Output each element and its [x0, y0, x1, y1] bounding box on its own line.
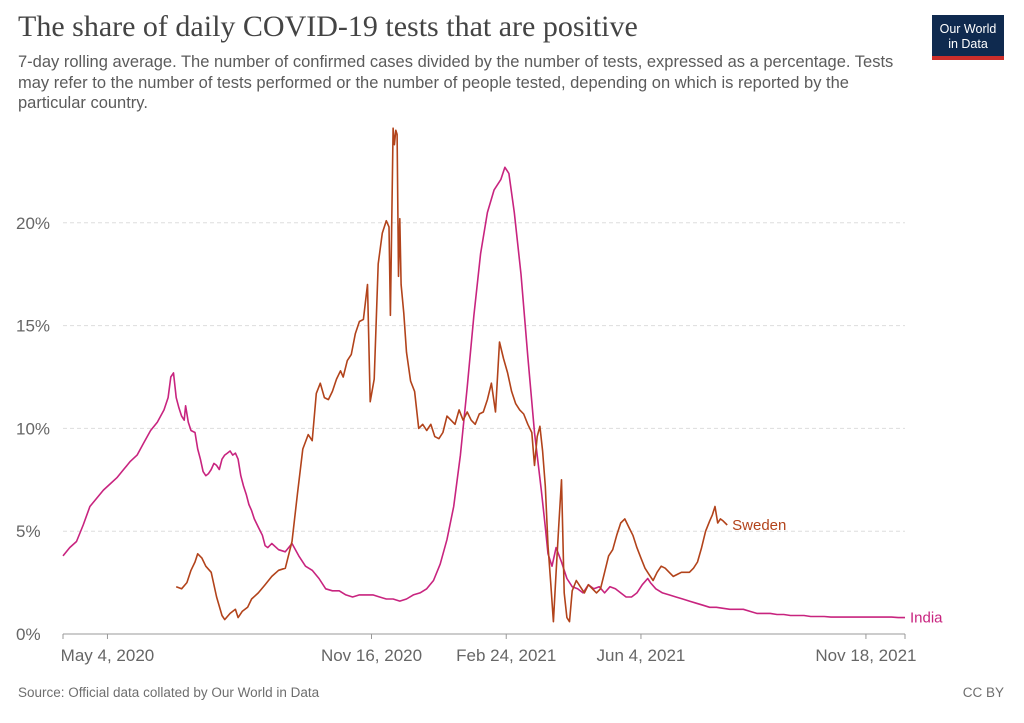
series-line-india[interactable] — [62, 166, 905, 619]
logo-line-2: in Data — [948, 37, 988, 51]
logo-line-1: Our World — [939, 22, 997, 36]
y-tick-label: 20% — [16, 214, 50, 233]
owid-logo[interactable]: Our World in Data — [932, 15, 1004, 60]
series-label-sweden[interactable]: Sweden — [732, 517, 786, 534]
x-tick-label: May 4, 2020 — [61, 646, 155, 665]
y-tick-label: 15% — [16, 317, 50, 336]
chart-title: The share of daily COVID-19 tests that a… — [18, 10, 638, 43]
x-tick-label: Nov 18, 2021 — [815, 646, 916, 665]
series-layer — [62, 127, 905, 623]
grid-layer: 0% 5% 10% 15% 20% — [16, 214, 905, 644]
source-note[interactable]: Source: Official data collated by Our Wo… — [18, 685, 320, 700]
x-tick-label: Jun 4, 2021 — [597, 646, 686, 665]
series-label-india[interactable]: India — [910, 610, 943, 627]
y-tick-label: 5% — [16, 522, 41, 541]
x-tick-label: Feb 24, 2021 — [456, 646, 556, 665]
y-tick-label: 0% — [16, 625, 41, 644]
x-tick-label: Nov 16, 2020 — [321, 646, 422, 665]
series-line-sweden[interactable] — [175, 127, 728, 623]
x-axis: May 4, 2020 Nov 16, 2020 Feb 24, 2021 Jun 4… — [61, 633, 917, 665]
chart-subtitle: 7-day rolling average. The number of con… — [18, 53, 894, 112]
license-link[interactable]: CC BY — [962, 685, 1004, 700]
series-labels: India Sweden — [732, 517, 943, 627]
y-tick-label: 10% — [16, 419, 50, 438]
